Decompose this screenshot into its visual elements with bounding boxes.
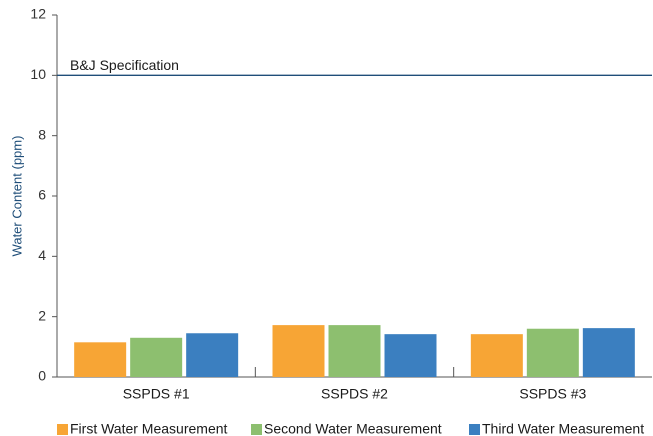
bar: [582, 328, 635, 377]
bar: [328, 325, 381, 377]
y-tick-label: 2: [38, 307, 46, 323]
y-tick-label: 4: [38, 247, 46, 263]
y-tick-label: 8: [38, 126, 46, 142]
legend-label: First Water Measurement: [70, 421, 228, 436]
y-tick-label: 0: [38, 368, 46, 384]
bar: [384, 334, 437, 377]
bar: [470, 334, 523, 377]
bar: [130, 337, 183, 377]
legend-swatch: [57, 424, 68, 435]
y-axis-label: Water Content (ppm): [9, 136, 24, 257]
reference-label: B&J Specification: [70, 57, 179, 73]
bar: [74, 342, 127, 377]
bar: [526, 328, 579, 377]
bar: [186, 333, 239, 377]
x-tick-label: SSPDS #1: [123, 386, 190, 402]
legend-swatch: [251, 424, 262, 435]
y-tick-label: 10: [30, 66, 46, 82]
legend-label: Third Water Measurement: [482, 421, 644, 436]
x-tick-label: SSPDS #3: [519, 386, 586, 402]
legend-swatch: [469, 424, 480, 435]
y-tick-label: 6: [38, 187, 46, 203]
y-tick-label: 12: [30, 6, 46, 22]
x-tick-label: SSPDS #2: [321, 386, 388, 402]
bar: [272, 325, 325, 377]
legend-label: Second Water Measurement: [264, 421, 442, 436]
